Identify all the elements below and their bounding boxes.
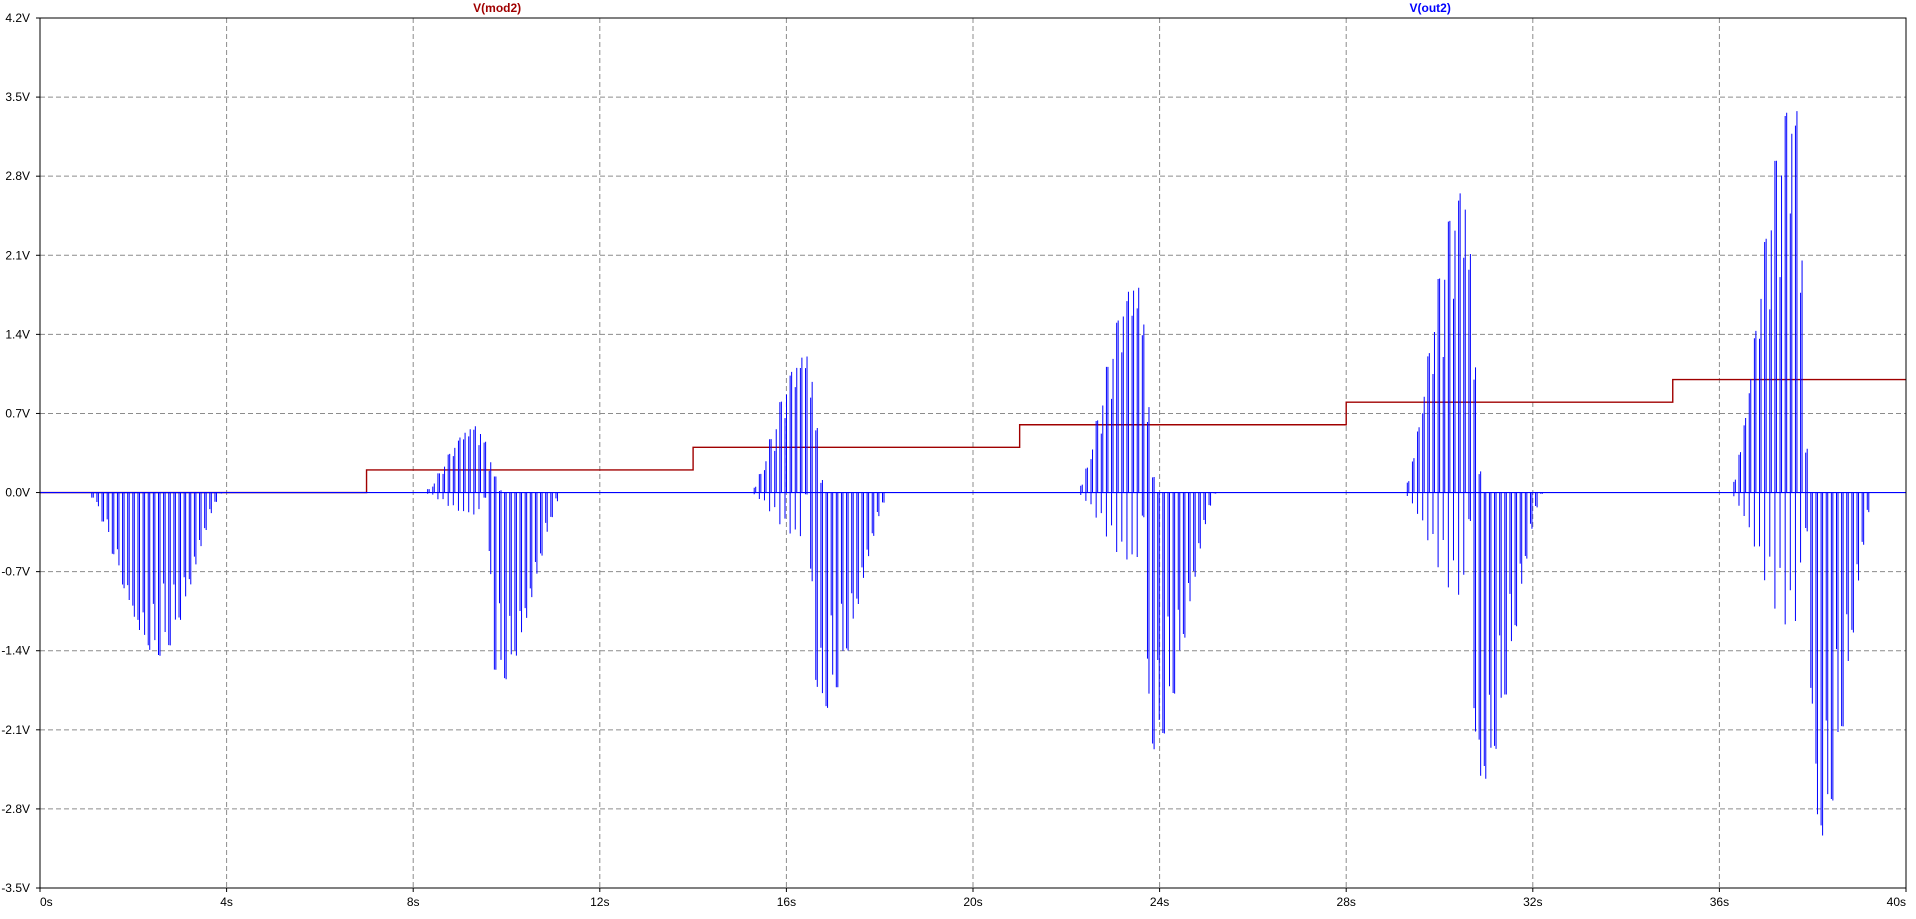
x-tick-label: 28s (1337, 895, 1356, 909)
series-oscillation-vout2 (753, 356, 885, 708)
legend-entry: V(mod2) (473, 1, 521, 15)
legend[interactable]: V(mod2) V(out2) (473, 1, 1451, 15)
y-tick-label: 1.4V (5, 327, 30, 341)
x-tick-label: 4s (220, 895, 233, 909)
series-burst-vout2 (1733, 111, 1870, 836)
legend-entry: V(out2) (1410, 1, 1451, 15)
x-tick-label: 32s (1523, 895, 1542, 909)
x-tick-label: 12s (590, 895, 609, 909)
x-tick-label: 36s (1710, 895, 1729, 909)
y-tick-label: -2.1V (1, 723, 30, 737)
x-tick-label: 8s (407, 895, 420, 909)
series-traces (40, 111, 1906, 836)
y-tick-label: -2.8V (1, 802, 30, 816)
axis-tick-labels: 0s 4s 8s 12s 16s 20s 24s 28s 32s 36s 40s 4.2V 3.5V 2.… (1, 11, 1907, 909)
series-oscillation-vout2 (1406, 193, 1543, 779)
y-tick-label: 2.1V (5, 248, 30, 262)
x-tick-label: 40s (1887, 895, 1906, 909)
series-burst-vout2 (1406, 193, 1543, 779)
series-burst-vout2 (753, 356, 885, 708)
series-oscillation-vout2 (91, 492, 223, 656)
series-line-vmod2 (40, 378, 1906, 494)
series-oscillation-vout2 (1733, 111, 1870, 836)
y-tick-label: -1.4V (1, 644, 30, 658)
y-tick-label: 2.8V (5, 169, 30, 183)
y-tick-label: 3.5V (5, 90, 30, 104)
series-oscillation-vout2 (427, 426, 558, 680)
series-oscillation-vout2 (1080, 287, 1217, 750)
y-tick-label: 0.0V (5, 486, 30, 500)
x-tick-label: 24s (1150, 895, 1169, 909)
series-burst-vout2 (91, 492, 223, 656)
plot-frame (39, 17, 1907, 889)
x-tick-label: 16s (777, 895, 796, 909)
series-burst-vout2 (427, 426, 558, 680)
grid-lines (40, 18, 1906, 888)
y-tick-label: 0.7V (5, 406, 30, 420)
y-tick-label: -0.7V (1, 565, 30, 579)
x-tick-label: 0s (40, 895, 53, 909)
y-tick-label: -3.5V (1, 881, 30, 895)
series-burst-vout2 (1080, 287, 1217, 750)
y-tick-label: 4.2V (5, 11, 30, 25)
x-tick-label: 20s (963, 895, 982, 909)
